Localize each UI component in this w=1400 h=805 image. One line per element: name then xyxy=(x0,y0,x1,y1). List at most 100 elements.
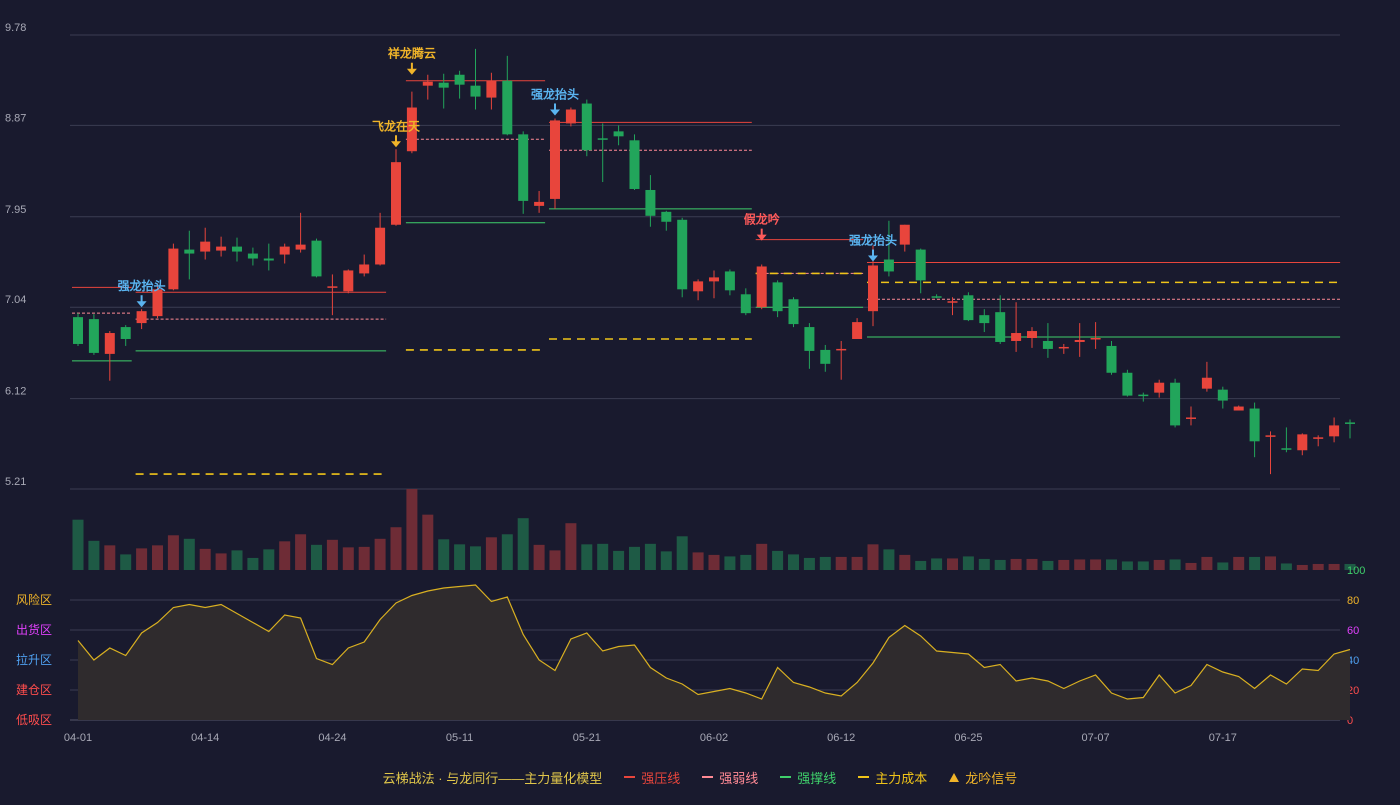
volume-bar xyxy=(1121,561,1133,570)
volume-bar xyxy=(931,558,943,570)
volume-bar xyxy=(756,543,768,570)
volume-bar xyxy=(199,548,211,570)
volume-bar xyxy=(438,539,450,570)
candle-body xyxy=(486,80,497,98)
candle-body xyxy=(534,201,545,206)
candle-body xyxy=(883,259,894,272)
volume-bar xyxy=(708,554,720,570)
volume-bar xyxy=(740,554,752,570)
volume-bar xyxy=(279,541,291,570)
candle-body xyxy=(613,131,624,137)
candle-body xyxy=(709,277,719,282)
volume-bar xyxy=(1185,562,1197,570)
volume-bar xyxy=(1344,563,1356,570)
candle-body xyxy=(1233,406,1244,411)
volume-bar xyxy=(358,546,370,570)
candle-body xyxy=(327,286,338,288)
candle-body xyxy=(915,249,926,281)
volume-bar xyxy=(1042,560,1054,570)
volume-bar xyxy=(1249,556,1261,570)
candle-body xyxy=(581,103,592,151)
volume-bar xyxy=(1312,563,1324,570)
candle-body xyxy=(518,134,529,201)
volume-bar xyxy=(962,556,974,570)
legend-item-cost[interactable]: 主力成本 xyxy=(858,768,927,787)
date-axis-tick: 07-07 xyxy=(1082,732,1110,744)
volume-bar xyxy=(788,554,799,570)
volume-bar xyxy=(247,557,259,570)
candle-body xyxy=(104,333,115,354)
volume-bar xyxy=(485,537,497,570)
candle-body xyxy=(995,312,1006,342)
volume-bar xyxy=(1010,558,1022,570)
volume-bar xyxy=(374,538,386,570)
candle-body xyxy=(756,266,767,308)
volume-bar xyxy=(629,546,640,570)
volume-bar xyxy=(565,523,577,570)
candle-body xyxy=(629,140,640,189)
price-axis-tick: 7.95 xyxy=(5,204,26,216)
candle-body xyxy=(1042,340,1053,349)
candle-body xyxy=(947,301,958,303)
candle-body xyxy=(836,348,847,351)
legend-item-weak[interactable]: 强弱线 xyxy=(702,768,758,787)
candle-body xyxy=(740,294,751,314)
price-axis-tick: 8.87 xyxy=(5,112,26,124)
candle-body xyxy=(120,327,131,339)
legend-item-support[interactable]: 强撑线 xyxy=(780,768,836,787)
signal-label: 强龙抬头 xyxy=(849,233,897,248)
volume-bar xyxy=(915,560,927,570)
volume-bar xyxy=(676,536,688,570)
candle-body xyxy=(454,74,465,85)
candle-body xyxy=(788,299,799,325)
cost-line-icon xyxy=(858,776,870,778)
candle-body xyxy=(73,317,83,344)
legend-item-signal[interactable]: 龙吟信号 xyxy=(949,768,1017,787)
support-line-icon xyxy=(780,776,792,778)
volume-bar xyxy=(644,543,656,570)
candle-body xyxy=(1265,435,1276,437)
volume-bar xyxy=(533,544,545,570)
candle-body xyxy=(1186,417,1196,419)
candle-body xyxy=(1201,377,1212,389)
candle-body xyxy=(343,270,354,292)
volume-bar xyxy=(183,538,195,570)
price-axis-tick: 5.21 xyxy=(5,476,26,488)
zone-label: 低吸区 xyxy=(16,713,52,727)
volume-bar xyxy=(326,539,338,570)
oscillator-axis-tick: 0 xyxy=(1347,715,1353,727)
legend-item-resist[interactable]: 强压线 xyxy=(624,768,680,787)
candle-body xyxy=(311,240,322,277)
date-axis-tick: 06-12 xyxy=(827,732,855,744)
signal-arrow-icon xyxy=(391,141,401,148)
volume-bar xyxy=(978,558,990,570)
candle-body xyxy=(375,227,386,265)
volume-bar xyxy=(470,546,481,570)
volume-bar xyxy=(72,519,84,570)
candle-body xyxy=(168,248,179,290)
oscillator-line xyxy=(77,584,1351,700)
signal-arrow-icon xyxy=(406,68,417,75)
resist-line-icon xyxy=(624,776,636,778)
candle-body xyxy=(772,282,783,312)
candle-body xyxy=(565,109,576,124)
volume-bar xyxy=(120,554,132,570)
candle-body xyxy=(1217,389,1228,401)
zone-label: 建仓区 xyxy=(16,683,52,697)
oscillator-axis-tick: 40 xyxy=(1347,655,1359,667)
volume-bar xyxy=(581,544,593,570)
volume-bar xyxy=(835,556,847,570)
candle-body xyxy=(804,327,815,351)
date-axis-tick: 05-21 xyxy=(573,732,601,744)
volume-bar xyxy=(88,540,100,570)
date-axis-tick: 06-02 xyxy=(700,732,728,744)
volume-bar xyxy=(422,514,434,570)
candle-body xyxy=(724,271,735,291)
volume-bar xyxy=(1169,559,1181,570)
volume-bar xyxy=(215,553,227,570)
volume-bar xyxy=(501,534,513,570)
candle-body xyxy=(597,138,608,140)
date-axis-tick: 07-17 xyxy=(1209,732,1237,744)
candle-body xyxy=(1027,331,1037,338)
